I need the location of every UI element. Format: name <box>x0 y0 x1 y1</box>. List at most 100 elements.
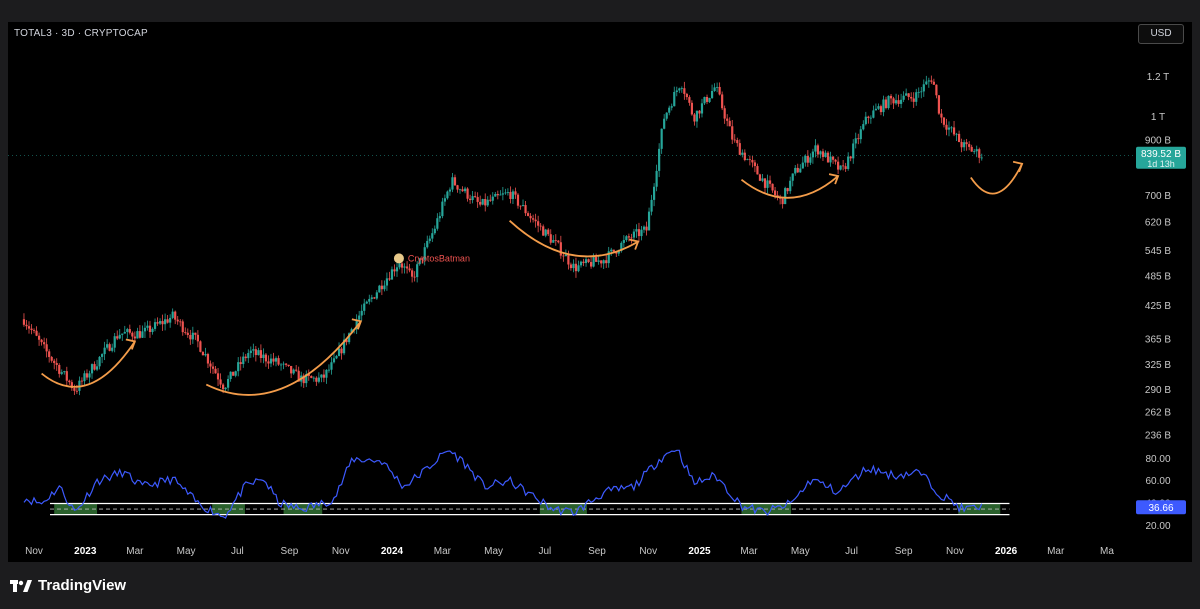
rsi-axis-label: 60.00 <box>1145 476 1170 487</box>
candle-down <box>388 278 391 280</box>
candle-down <box>960 142 963 148</box>
candle-down <box>93 364 96 370</box>
candle-down <box>952 127 956 135</box>
candle-down <box>290 365 293 374</box>
candle-up <box>950 127 953 129</box>
candle-up <box>111 347 114 351</box>
time-axis-label: 2025 <box>688 546 711 557</box>
candle-up <box>784 188 787 205</box>
chart-canvas[interactable]: 1.2 T 1 T 900 B 700 B 620 B 545 B 485 B 425 B 36… <box>8 22 1192 562</box>
candle-down <box>65 371 68 381</box>
time-axis-label: Mar <box>434 546 452 557</box>
candle-up <box>312 377 315 379</box>
candle-up <box>955 133 958 135</box>
candle-up <box>403 266 406 268</box>
candle-up <box>501 193 504 195</box>
candle-down <box>600 260 603 264</box>
candle-up <box>249 350 252 354</box>
candle-up <box>809 157 812 163</box>
candle-up <box>947 127 951 130</box>
currency-button[interactable]: USD <box>1138 24 1184 44</box>
candle-up <box>378 285 381 293</box>
candle-down <box>307 374 310 376</box>
candle-up <box>927 80 930 82</box>
candle-down <box>532 218 535 220</box>
candle-up <box>113 336 116 348</box>
candle-up <box>675 90 678 92</box>
price-axis-label: 262 B <box>1145 408 1171 419</box>
candle-up <box>342 339 346 354</box>
candle-down <box>295 369 298 371</box>
candle-up <box>680 88 683 90</box>
candle-up <box>746 159 749 161</box>
candle-down <box>489 199 492 201</box>
candle-up <box>852 143 855 159</box>
candle-down <box>844 166 847 169</box>
candle-up <box>229 371 232 379</box>
candle-down <box>806 155 809 163</box>
candle-up <box>348 333 351 343</box>
candle-up <box>262 354 265 358</box>
candle-up <box>544 229 547 236</box>
candle-down <box>476 197 479 202</box>
candle-up <box>63 371 66 373</box>
candle-down <box>968 144 971 147</box>
candle-down <box>567 254 570 265</box>
candle-up <box>224 387 227 390</box>
candle-up <box>708 97 711 102</box>
candle-up <box>335 355 338 359</box>
candle-down <box>80 380 84 382</box>
candle-down <box>547 229 550 235</box>
candle-up <box>433 228 436 234</box>
candle-down <box>733 139 736 141</box>
rsi-line <box>23 449 983 519</box>
candle-up <box>438 216 441 219</box>
time-axis-label: 2023 <box>74 546 97 557</box>
price-axis-label: 325 B <box>1145 360 1171 371</box>
time-axis-label: Jul <box>845 546 858 557</box>
candle-down <box>526 213 530 216</box>
candle-up <box>88 373 91 378</box>
candle-up <box>658 148 661 171</box>
candle-up <box>592 256 595 267</box>
candle-up <box>141 331 144 338</box>
candle-up <box>330 362 333 370</box>
candle-down <box>48 351 51 357</box>
candle-up <box>668 107 671 113</box>
candle-down <box>574 263 578 272</box>
candle-up <box>577 265 580 272</box>
candle-up <box>426 240 429 248</box>
time-axis-label: Sep <box>281 546 299 557</box>
candle-up <box>620 242 623 252</box>
candle-down <box>836 161 840 170</box>
candle-down <box>907 93 910 97</box>
candle-up <box>521 205 525 206</box>
candle-up <box>423 247 426 260</box>
time-axis-label: Sep <box>588 546 606 557</box>
candle-up <box>665 112 668 119</box>
candle-up <box>252 349 255 351</box>
candle-up <box>332 358 336 363</box>
candle-up <box>247 353 250 359</box>
candle-up <box>499 194 502 196</box>
candle-up <box>320 374 323 378</box>
candle-up <box>642 226 646 230</box>
candle-down <box>322 374 326 378</box>
candle-down <box>932 81 935 85</box>
candle-down <box>728 120 731 127</box>
time-axis-label: 2024 <box>381 546 404 557</box>
chart-area[interactable]: TOTAL3 · 3D · CRYPTOCAP USD 1.2 T 1 T 900 … <box>8 22 1192 562</box>
tradingview-logo-icon <box>10 578 32 594</box>
candle-down <box>688 97 691 103</box>
candle-down <box>22 319 26 325</box>
candle-down <box>221 384 225 390</box>
arrow-head <box>1012 160 1024 173</box>
candle-down <box>70 382 73 389</box>
watermark-avatar-icon <box>393 253 404 264</box>
candle-up <box>325 369 328 378</box>
current-price-label: 839.52 B <box>1141 149 1181 160</box>
candle-down <box>935 84 938 96</box>
candle-down <box>751 159 754 163</box>
candle-down <box>940 113 943 118</box>
candle-up <box>358 315 361 320</box>
